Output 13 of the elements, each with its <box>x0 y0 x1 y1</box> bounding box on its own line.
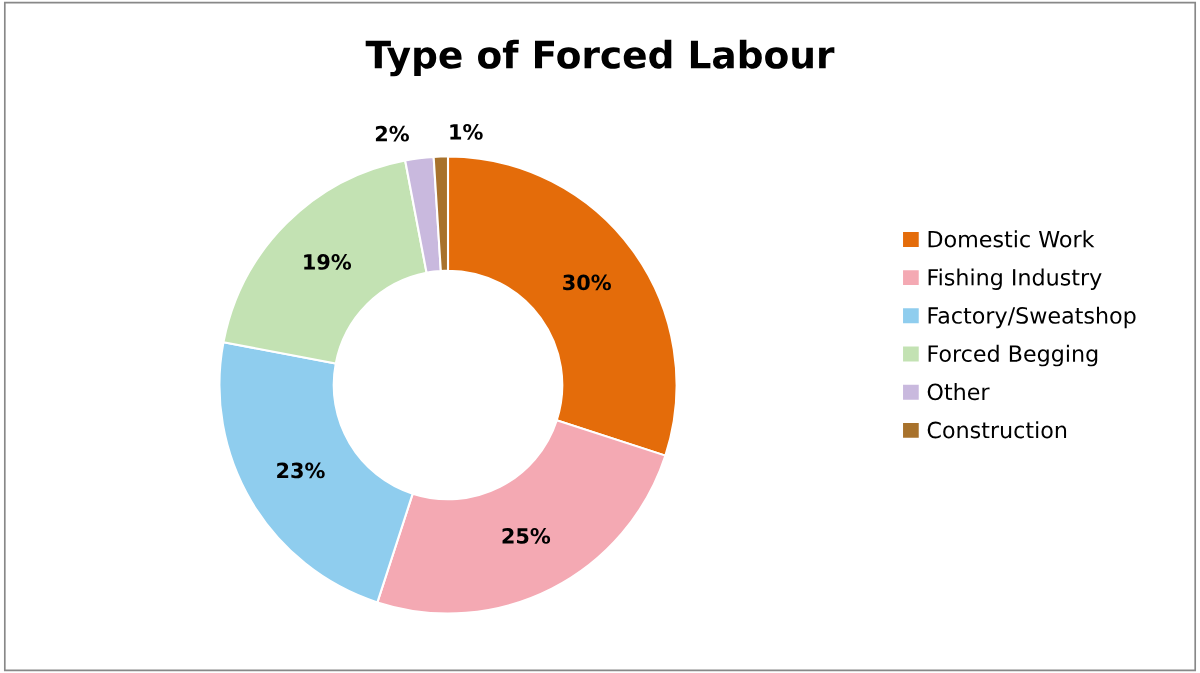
legend-label: Construction <box>927 421 1067 439</box>
data-label: 19% <box>304 254 352 270</box>
legend-label: Forced Begging <box>928 344 1098 367</box>
legend-label: Fishing Industry <box>928 268 1102 290</box>
chart-title: Type of Forced Labour <box>365 39 835 77</box>
data-label: 2% <box>375 125 409 142</box>
legend-label: Other <box>927 383 990 401</box>
data-label: 1% <box>450 123 483 140</box>
data-label: 23% <box>277 462 325 479</box>
data-label: 25% <box>502 528 551 544</box>
legend-label: Factory/Sweatshop <box>928 306 1136 329</box>
legend-label: Domestic Work <box>928 230 1095 248</box>
data-label: 30% <box>563 274 611 291</box>
